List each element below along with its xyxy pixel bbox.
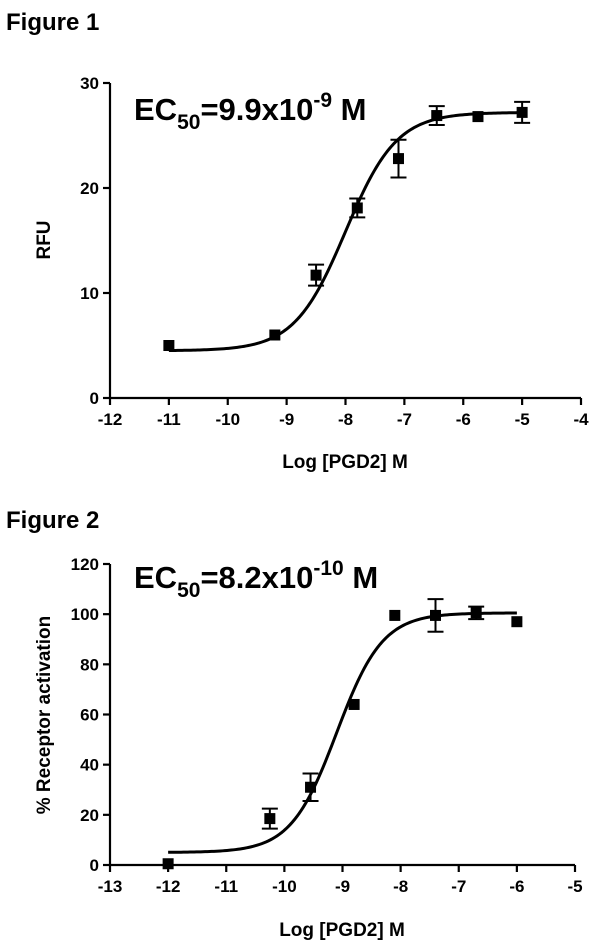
x-axis-label: Log [PGD2] M [282, 452, 408, 473]
fit-curve [168, 611, 517, 854]
x-tick-label: -12 [98, 410, 123, 429]
y-tick-label: 0 [90, 856, 99, 875]
y-tick-label: 60 [80, 706, 99, 725]
data-point [162, 858, 174, 870]
x-tick-label: -5 [515, 410, 530, 429]
data-point [430, 609, 441, 621]
x-tick-label: -8 [338, 410, 353, 429]
chart-1: Figure 1 -12 -11 -10 -9 -8 -7 -6 -5 -4 0 10 20 30 Log … [6, 9, 589, 473]
data-point [305, 781, 317, 793]
data-point [431, 110, 443, 122]
y-axis-label: RFU [34, 220, 55, 259]
data-point [511, 616, 523, 628]
x-tick-label: -11 [214, 877, 238, 896]
x-tick-label: -5 [567, 877, 582, 896]
y-tick-label: 120 [71, 555, 99, 574]
figure-label: Figure 2 [6, 507, 99, 534]
data-point [392, 153, 404, 165]
y-tick-label: 100 [71, 605, 99, 624]
data-point [516, 106, 528, 118]
y-tick-label: 20 [80, 806, 99, 825]
data-point [269, 329, 281, 341]
data-point [310, 269, 322, 281]
data-point [348, 698, 360, 710]
x-tick-label: -12 [156, 877, 181, 896]
y-tick-label: 0 [90, 389, 99, 408]
ec50-annotation: EC50=9.9x10-9 M [134, 89, 366, 134]
x-tick-label: -7 [451, 877, 466, 896]
y-tick-label: 20 [80, 179, 99, 198]
x-tick-label: -6 [456, 410, 471, 429]
y-tick-label: 30 [80, 74, 99, 93]
fit-curve [168, 111, 523, 353]
data-point [472, 111, 484, 123]
x-tick-label: -7 [397, 410, 412, 429]
figure-label: Figure 1 [6, 9, 99, 36]
data-point [351, 202, 363, 214]
chart-2: Figure 2 -13 -12 -11 -10 -9 -8 -7 -6 -5 0 20 40 60 80 1… [6, 507, 583, 941]
x-tick-label: -4 [573, 410, 589, 429]
y-tick-label: 10 [80, 284, 99, 303]
x-axis-label: Log [PGD2] M [279, 920, 405, 941]
x-tick-label: -9 [335, 877, 350, 896]
data-point [389, 609, 401, 621]
x-tick-label: -10 [215, 410, 240, 429]
x-tick-label: -6 [509, 877, 524, 896]
x-tick-label: -11 [157, 410, 181, 429]
y-tick-label: 80 [80, 655, 99, 674]
data-point [163, 340, 175, 351]
data-point [264, 813, 276, 825]
x-tick-label: -10 [272, 877, 297, 896]
x-tick-label: -13 [98, 877, 123, 896]
y-tick-label: 40 [80, 756, 99, 775]
x-tick-label: -9 [279, 410, 294, 429]
data-point [470, 607, 482, 619]
y-axis-label: % Receptor activation [34, 616, 55, 815]
x-tick-label: -8 [393, 877, 408, 896]
ec50-annotation: EC50=8.2x10-10 M [134, 557, 378, 602]
